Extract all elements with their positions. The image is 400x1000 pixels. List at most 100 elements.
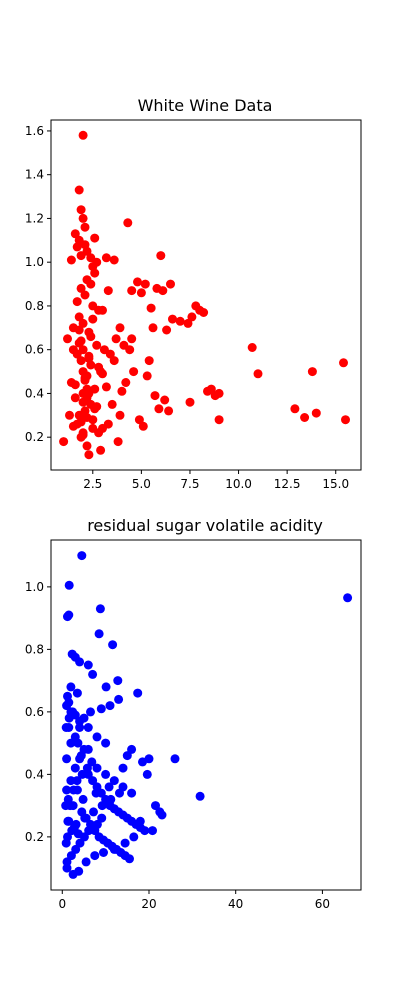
data-point (101, 769, 111, 779)
data-point (101, 382, 111, 392)
data-point (151, 801, 160, 811)
data-point (158, 286, 168, 296)
data-point (175, 316, 185, 326)
data-point (87, 757, 97, 767)
data-point (107, 399, 117, 409)
data-point (76, 417, 86, 427)
plot-area (50, 119, 362, 471)
plot-area (50, 539, 362, 891)
data-point (300, 413, 310, 422)
data-point (80, 222, 90, 232)
data-point (63, 691, 72, 701)
data-point (109, 356, 119, 366)
data-point (72, 688, 82, 698)
y-tick-label: 1.2 (25, 211, 44, 225)
data-point (66, 255, 76, 265)
data-point (63, 832, 72, 842)
y-tick-label: 0.4 (25, 386, 44, 400)
data-point (80, 813, 90, 823)
data-point (80, 290, 90, 300)
data-point (83, 744, 93, 754)
scatter-points (61, 551, 353, 879)
data-point (142, 769, 152, 779)
data-point (65, 410, 74, 420)
data-point (82, 441, 92, 451)
data-point (82, 275, 92, 285)
data-point (92, 732, 102, 742)
data-point (72, 776, 82, 786)
data-point (70, 763, 80, 773)
data-point (82, 393, 92, 403)
data-point (73, 738, 83, 748)
data-point (119, 340, 129, 350)
data-point (117, 386, 127, 396)
data-point (92, 819, 102, 829)
data-point (168, 314, 177, 324)
x-tick-label: 2.5 (83, 477, 102, 491)
data-point (113, 437, 123, 447)
data-point (290, 404, 300, 414)
y-tick-label: 0.2 (25, 430, 44, 444)
data-point (164, 406, 174, 416)
x-tick-label: 15.0 (322, 477, 349, 491)
data-point (247, 343, 257, 352)
data-point (111, 334, 121, 344)
data-point (84, 353, 94, 363)
data-point (90, 404, 100, 414)
data-point (74, 185, 84, 195)
data-point (120, 838, 130, 848)
data-point (76, 251, 86, 261)
data-point (123, 218, 133, 228)
data-point (89, 807, 98, 817)
data-point (94, 305, 104, 315)
chart-title: residual sugar volatile acidity (87, 516, 323, 535)
y-tick-label: 0.4 (25, 767, 44, 781)
x-axis: 2.5 5.0 7.5 10.0 12.5 15.0 (83, 470, 349, 491)
x-tick-label: 7.5 (180, 477, 199, 491)
data-point (76, 283, 86, 293)
data-point (90, 851, 100, 861)
y-tick-label: 1.0 (25, 580, 44, 594)
data-point (66, 682, 76, 692)
data-point (134, 415, 144, 425)
data-point (91, 788, 101, 798)
data-point (83, 660, 93, 670)
data-point (78, 430, 88, 440)
data-point (127, 334, 137, 344)
data-point (203, 386, 212, 396)
data-point (62, 857, 72, 867)
residual-sugar-chart: residual sugar volatile acidity 0 20 40 60 … (25, 516, 362, 911)
y-axis: 0.2 0.4 0.6 0.8 1.0 1.2 1.4 1.6 (25, 124, 51, 444)
data-point (88, 314, 98, 324)
data-point (136, 288, 146, 298)
data-point (97, 813, 107, 823)
data-point (84, 826, 94, 836)
y-tick-label: 1.0 (25, 255, 44, 269)
white-wine-chart: White Wine Data 2.5 5.0 7.5 10.0 12.5 15.0 0.… (25, 96, 362, 491)
data-point (97, 801, 107, 811)
data-point (76, 336, 86, 346)
data-point (78, 213, 88, 223)
data-point (341, 415, 350, 425)
data-point (138, 421, 148, 431)
data-point (92, 763, 102, 773)
data-point (166, 279, 175, 289)
data-point (118, 763, 128, 773)
data-point (78, 130, 88, 140)
data-point (253, 369, 263, 379)
data-point (94, 629, 104, 639)
data-point (74, 866, 84, 876)
data-point (71, 844, 81, 854)
data-point (101, 682, 111, 692)
data-point (140, 826, 150, 836)
x-tick-label: 0 (58, 897, 66, 911)
data-point (69, 785, 78, 795)
y-tick-label: 1.4 (25, 168, 44, 182)
data-point (121, 378, 131, 387)
y-tick-label: 0.6 (25, 705, 44, 719)
data-point (74, 312, 84, 322)
data-point (106, 794, 116, 804)
data-point (81, 857, 91, 867)
data-point (90, 268, 100, 278)
data-point (68, 345, 78, 355)
